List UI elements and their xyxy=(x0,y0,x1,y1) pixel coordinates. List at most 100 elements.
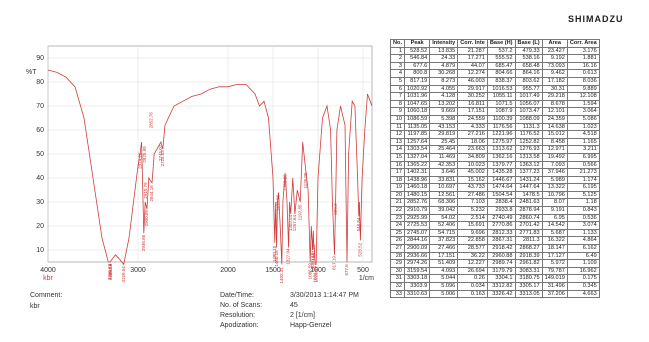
peak-label: 3159.54 xyxy=(121,266,126,283)
peak-label: 2910.79 xyxy=(143,182,148,199)
table-cell: 14 xyxy=(389,145,406,154)
table-cell: 23.427 xyxy=(541,46,568,56)
table-cell: 1446.67 xyxy=(486,175,516,185)
table-cell: 16 xyxy=(389,160,406,170)
table-cell: 25.464 xyxy=(429,145,459,154)
logo: SHIMADZU xyxy=(568,14,624,24)
table-cell: 3.211 xyxy=(566,145,600,154)
annotation: kbr xyxy=(43,275,53,282)
table-row: 5 817.19 8.273 46.003 838.37 803.62 17.182 8.03… xyxy=(389,76,600,86)
table-row: 14 1303.54 25.464 23.663 1313.62 1276.93 12.97… xyxy=(389,145,600,154)
table-row: 9 1060.18 9.669 17.151 1087.9 1073.47 12.101 3.… xyxy=(389,107,600,116)
table-cell: 955.77 xyxy=(514,84,543,94)
table-row: 27 2900.09 27.466 28.577 2918.42 2868.27 18.14… xyxy=(389,244,600,253)
table-cell: 37.823 xyxy=(429,236,459,246)
table-cell: 5 xyxy=(389,76,406,86)
table-cell: 13 xyxy=(389,137,406,147)
table-cell: 19.492 xyxy=(541,152,568,162)
table-cell: 3313.05 xyxy=(514,289,543,299)
table-cell: 1135.05 xyxy=(404,122,431,132)
peak-label: 1135.05 xyxy=(303,172,308,188)
y-axis-label: %T xyxy=(26,69,37,76)
y-tick-label: 80 xyxy=(36,79,44,86)
table-cell: 21.287 xyxy=(457,46,488,56)
table-cell: 45.002 xyxy=(457,168,488,177)
table-cell: 1276.93 xyxy=(514,145,543,154)
table-cell: 2961.82 xyxy=(514,259,543,268)
field-value: 3/30/2013 1:14:47 PM xyxy=(290,292,359,299)
table-row: 1 528.52 13.835 21.287 537.2 479.33 23.427 3.17… xyxy=(389,46,600,56)
table-cell: 10.796 xyxy=(541,190,568,200)
table-cell: 39.042 xyxy=(429,206,459,215)
table-cell: 804.66 xyxy=(486,69,516,78)
table-cell: 7.103 xyxy=(457,198,488,208)
table-cell: 13.835 xyxy=(429,46,459,56)
peak-label: 1031.96 xyxy=(312,266,317,283)
table-cell: 10.697 xyxy=(429,183,459,192)
table-cell: 3.074 xyxy=(566,221,600,230)
table-cell: 5.232 xyxy=(457,206,488,215)
x-tick-label: 4000 xyxy=(40,267,56,274)
table-cell: 3083.31 xyxy=(514,266,543,276)
table-cell: 11 xyxy=(389,122,406,132)
table-cell: 4.093 xyxy=(429,266,459,276)
table-cell: 1.133 xyxy=(566,228,600,238)
table-cell: 1176.52 xyxy=(514,130,543,139)
table-cell: 1047.65 xyxy=(404,99,431,109)
table-row: 29 2974.26 51.409 12.227 2989.74 2961.82 5.972… xyxy=(389,259,600,268)
table-row: 8 1047.65 13.202 16.811 1071.5 1056.07 8.678 1.… xyxy=(389,99,600,109)
y-tick-label: 30 xyxy=(36,199,44,206)
table-cell: 5.989 xyxy=(541,175,568,185)
table-cell: 29.819 xyxy=(429,130,459,139)
table-cell: 68.306 xyxy=(429,198,459,208)
table-cell: 1056.07 xyxy=(514,99,543,109)
table-cell: 5.687 xyxy=(541,228,568,238)
table-cell: 31 xyxy=(389,274,406,283)
table-cell: 37.206 xyxy=(541,289,568,299)
table-cell: 1.174 xyxy=(566,175,600,185)
table-cell: 3305.17 xyxy=(514,282,543,291)
peak-label: 817.19 xyxy=(332,256,337,270)
table-cell: 30 xyxy=(389,266,406,276)
table-cell: 0.345 xyxy=(566,282,600,291)
peak-label: 1438.96 xyxy=(276,194,281,211)
table-cell: 9.191 xyxy=(541,206,568,215)
table-cell: 5.972 xyxy=(541,259,568,268)
peak-label: 1086.59 xyxy=(307,263,312,280)
table-cell: 4.518 xyxy=(566,130,600,139)
table-cell: 3159.54 xyxy=(404,266,431,276)
peak-label: 1480.15 xyxy=(272,245,277,262)
table-cell: 5.044 xyxy=(429,274,459,283)
table-cell: 1377.23 xyxy=(514,168,543,177)
table-cell: 27.486 xyxy=(457,190,488,200)
table-cell: 5.398 xyxy=(429,114,459,124)
peak-label: 1365.22 xyxy=(282,174,287,191)
table-cell: 1480.15 xyxy=(404,190,431,200)
table-cell: 803.62 xyxy=(514,76,543,86)
table-cell: 1313.62 xyxy=(486,145,516,154)
table-row: 11 1135.05 43.153 4.333 1176.56 1131.3 14.638 1… xyxy=(389,122,600,132)
table-row: 20 1480.15 12.561 27.486 1504.54 1478.5 10.796… xyxy=(389,190,600,200)
table-row: 26 2844.16 37.823 22.858 2867.31 2811.3 16.322… xyxy=(389,236,600,246)
table-cell: 1327.04 xyxy=(404,152,431,162)
y-tick-label: 40 xyxy=(36,175,44,182)
table-cell: 1 xyxy=(389,46,406,56)
x-tick-label: 500 xyxy=(357,267,369,274)
table-cell: 546.84 xyxy=(404,54,431,63)
table-row: 22 2910.79 39.042 5.232 2933.8 2878.94 9.191 0.… xyxy=(389,206,600,215)
peak-label: 1402.31 xyxy=(279,267,284,284)
table-cell: 1.881 xyxy=(566,54,600,63)
peak-label: 3303.18 xyxy=(108,263,113,280)
table-cell: 12.108 xyxy=(566,92,600,101)
table-cell: 5.006 xyxy=(429,289,459,299)
table-cell: 2745.07 xyxy=(404,228,431,238)
table-row: 15 1327.04 11.469 34.809 1362.16 1313.58 19.49… xyxy=(389,152,600,162)
table-cell: 9 xyxy=(389,107,406,116)
table-cell: 838.37 xyxy=(486,76,516,86)
table-cell: 3179.79 xyxy=(486,266,516,276)
table-cell: 1176.56 xyxy=(486,122,516,132)
table-cell: 1435.28 xyxy=(486,168,516,177)
table-cell: 677.6 xyxy=(404,61,431,71)
peak-label: 677.6 xyxy=(344,264,349,276)
table-cell: 3326.42 xyxy=(486,289,516,299)
